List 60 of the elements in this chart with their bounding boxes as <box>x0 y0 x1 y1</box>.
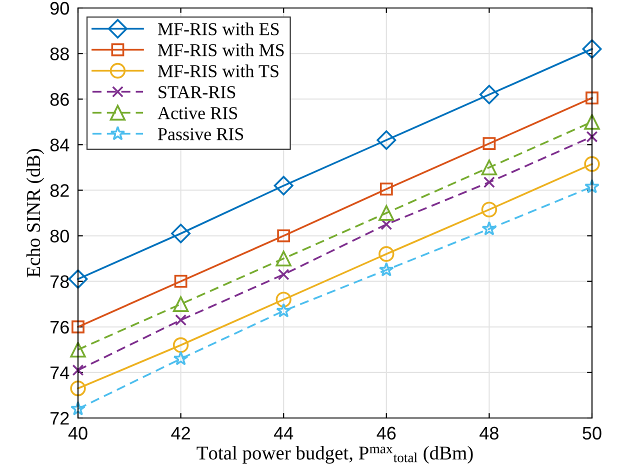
point <box>276 303 292 318</box>
point <box>378 246 394 262</box>
point <box>586 130 598 142</box>
point <box>278 268 290 280</box>
legend-label: MF-RIS with ES <box>158 22 279 36</box>
point <box>277 229 290 242</box>
legend-label: Passive RIS <box>158 128 244 140</box>
point <box>479 84 499 104</box>
point <box>70 342 86 358</box>
y-tick-label: 80 <box>50 230 69 242</box>
point <box>380 182 393 196</box>
legend-label: STAR-RIS <box>158 86 236 98</box>
point <box>70 380 86 396</box>
y-tick-label: 72 <box>50 412 69 425</box>
y-tick-label: 76 <box>50 320 69 334</box>
y-tick-label: 74 <box>50 366 70 379</box>
point <box>584 178 600 194</box>
point <box>481 160 498 176</box>
point <box>72 364 84 376</box>
x-tick-label: 42 <box>171 426 190 440</box>
point <box>378 205 394 221</box>
point <box>276 292 292 308</box>
point <box>171 224 191 244</box>
legend-label: MF-RIS with MS <box>158 44 284 56</box>
point <box>482 137 496 150</box>
y-tick-label: 82 <box>50 184 69 197</box>
point <box>276 250 292 266</box>
x-tick-label: 40 <box>68 426 88 440</box>
point <box>173 350 188 366</box>
legend-label: Active RIS <box>158 107 238 120</box>
y-tick-label: 78 <box>50 275 69 288</box>
point <box>584 114 600 130</box>
legend-label: MF-RIS with TS <box>158 64 278 78</box>
x-tick-label: 50 <box>582 426 602 440</box>
point <box>68 269 88 289</box>
point <box>72 320 84 334</box>
point <box>376 130 396 150</box>
y-tick-label: 88 <box>50 47 69 60</box>
point <box>174 274 188 288</box>
x-tick-label: 48 <box>480 426 498 440</box>
y-tick-label: 90 <box>50 2 69 15</box>
x-tick-label: 44 <box>274 426 294 440</box>
y-tick-label: 86 <box>50 93 69 106</box>
point <box>380 218 392 230</box>
point <box>481 202 498 218</box>
point <box>274 176 294 196</box>
point <box>378 262 394 276</box>
point <box>586 92 598 104</box>
point <box>483 176 495 188</box>
point <box>584 156 600 172</box>
point <box>70 401 86 416</box>
point <box>172 337 189 353</box>
point <box>172 296 189 312</box>
x-axis-title: Total power budget, P$^{max}$$_{total}$ (dBm) <box>196 446 473 464</box>
y-tick-label: 84 <box>50 138 70 152</box>
y-axis-title: Echo SINR (dB) <box>26 149 44 278</box>
point <box>175 314 187 326</box>
point <box>482 221 497 236</box>
point <box>582 39 602 59</box>
x-tick-label: 46 <box>376 426 396 440</box>
